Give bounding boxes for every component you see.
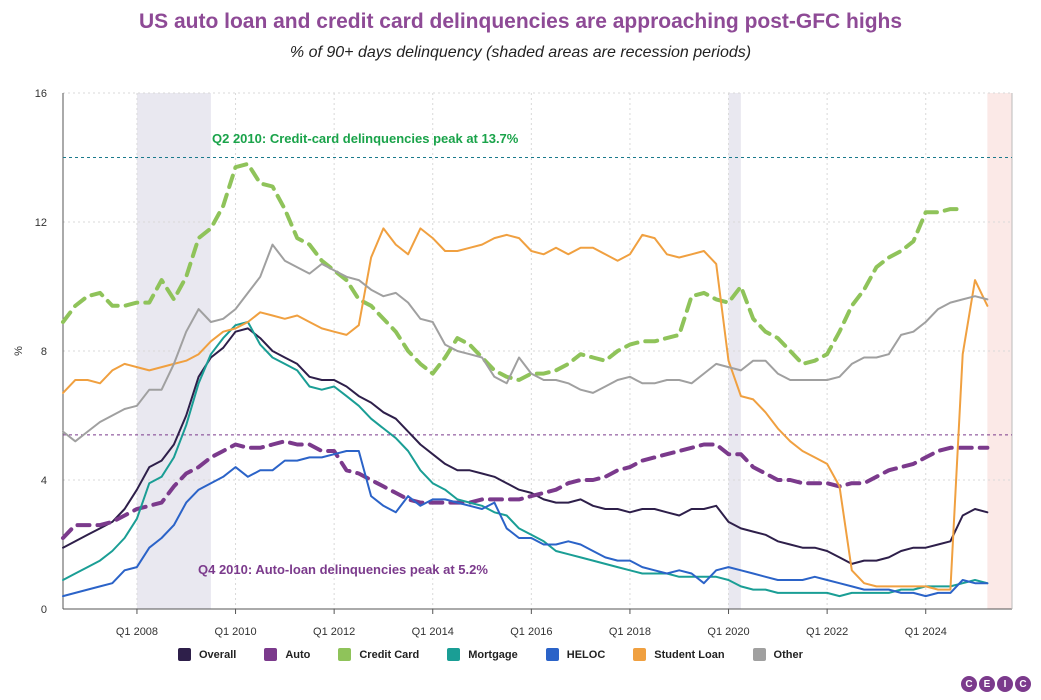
y-tick-label: 4 bbox=[41, 475, 47, 487]
legend-item-heloc: HELOC bbox=[545, 648, 606, 661]
legend-label: Student Loan bbox=[654, 648, 725, 661]
legend-item-credit-card: Credit Card bbox=[338, 648, 419, 661]
chart-title: US auto loan and credit card delinquenci… bbox=[138, 10, 903, 33]
y-tick-label: 0 bbox=[41, 604, 47, 616]
legend-item-overall: Overall bbox=[178, 648, 236, 661]
annotation-credit-card-peak: Q2 2010: Credit-card delinquencies peak … bbox=[212, 131, 519, 146]
legend-item-auto: Auto bbox=[264, 648, 310, 661]
x-tick-label: Q1 2018 bbox=[609, 626, 651, 638]
legend-label: Auto bbox=[285, 648, 311, 661]
series-line-mortgage bbox=[62, 321, 989, 598]
legend-label: Credit Card bbox=[359, 648, 420, 661]
x-tick-label: Q1 2012 bbox=[313, 626, 355, 638]
legend-label: Overall bbox=[199, 648, 237, 661]
x-tick-label: Q1 2016 bbox=[510, 626, 552, 638]
y-tick-label: 16 bbox=[35, 88, 47, 100]
legend-swatch bbox=[633, 648, 647, 661]
chart-subtitle: % of 90+ days delinquency (shaded areas … bbox=[289, 44, 752, 61]
logo-letter: E bbox=[979, 676, 995, 692]
legend-swatch bbox=[264, 648, 278, 661]
legend-swatch bbox=[178, 648, 191, 661]
legend-item-mortgage: Mortgage bbox=[447, 648, 518, 661]
x-tick-label: Q1 2022 bbox=[806, 626, 848, 638]
legend-swatch bbox=[447, 648, 461, 661]
legend-swatch bbox=[545, 648, 559, 661]
legend-label: HELOC bbox=[566, 648, 606, 661]
legend-item-student-loan: Student Loan bbox=[633, 648, 725, 661]
legend-swatch bbox=[338, 648, 352, 661]
logo-letter: C bbox=[1015, 676, 1031, 692]
annotation-auto-peak: Q4 2010: Auto-loan delinquencies peak at… bbox=[198, 562, 488, 577]
x-tick-label: Q1 2010 bbox=[214, 626, 256, 638]
legend-item-other: Other bbox=[752, 648, 803, 661]
series-line-other bbox=[62, 243, 989, 443]
series-line-heloc bbox=[62, 450, 989, 598]
x-tick-label: Q1 2008 bbox=[116, 626, 158, 638]
x-tick-label: Q1 2020 bbox=[707, 626, 749, 638]
y-axis-label: % bbox=[13, 346, 25, 356]
legend-swatch bbox=[752, 648, 766, 661]
legend-label: Other bbox=[773, 648, 803, 661]
logo-letter: I bbox=[997, 676, 1013, 692]
legend-label: Mortgage bbox=[468, 648, 518, 661]
y-tick-label: 8 bbox=[41, 346, 47, 358]
series-line-student-loan bbox=[62, 227, 989, 591]
series-line-auto bbox=[61, 439, 990, 540]
legend: Overall Auto Credit Card Mortgage HELOC Stude… bbox=[178, 648, 831, 661]
x-tick-label: Q1 2024 bbox=[905, 626, 947, 638]
x-tick-label: Q1 2014 bbox=[412, 626, 454, 638]
y-tick-label: 12 bbox=[35, 217, 47, 229]
series-line-credit-card bbox=[61, 161, 965, 382]
series-line-overall bbox=[62, 327, 989, 565]
logo-letter: C bbox=[961, 676, 977, 692]
